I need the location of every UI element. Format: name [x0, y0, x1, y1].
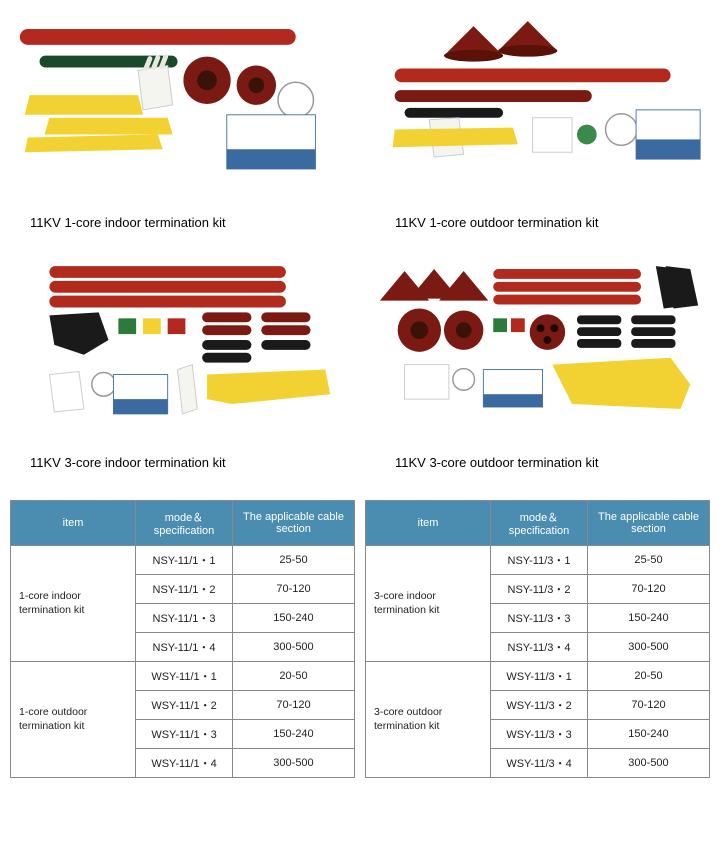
table-row: 3-core indoor termination kitNSY-11/3・12… [366, 546, 710, 575]
spec-tables-row: item mode＆specification The applicable c… [10, 500, 710, 778]
section-cell: 150-240 [587, 720, 709, 749]
mode-cell: NSY-11/1・4 [136, 633, 233, 662]
table-header-row: item mode＆specification The applicable c… [366, 501, 710, 546]
section-cell: 70-120 [587, 691, 709, 720]
product-3core-outdoor: 11KV 3-core outdoor termination kit [375, 250, 710, 470]
section-cell: 300-500 [232, 749, 354, 778]
mode-cell: NSY-11/3・3 [491, 604, 588, 633]
mode-cell: WSY-11/3・1 [491, 662, 588, 691]
section-cell: 25-50 [232, 546, 354, 575]
table-body-left: 1-core indoor termination kitNSY-11/1・12… [11, 546, 355, 778]
product-caption: 11KV 3-core outdoor termination kit [375, 455, 710, 470]
mode-cell: WSY-11/1・1 [136, 662, 233, 691]
product-3core-indoor: 11KV 3-core indoor termination kit [10, 250, 345, 470]
section-cell: 150-240 [587, 604, 709, 633]
section-cell: 20-50 [232, 662, 354, 691]
item-cell: 3-core indoor termination kit [366, 546, 491, 662]
products-grid: 11KV 1-core indoor termination kit 11KV … [10, 10, 710, 470]
spec-table-left: item mode＆specification The applicable c… [10, 500, 355, 778]
product-1core-indoor: 11KV 1-core indoor termination kit [10, 10, 345, 230]
product-1core-outdoor: 11KV 1-core outdoor termination kit [375, 10, 710, 230]
mode-cell: WSY-11/3・4 [491, 749, 588, 778]
col-mode: mode＆specification [136, 501, 233, 546]
mode-cell: WSY-11/1・3 [136, 720, 233, 749]
item-cell: 1-core outdoor termination kit [11, 662, 136, 778]
spec-table-right: item mode＆specification The applicable c… [365, 500, 710, 778]
mode-cell: NSY-11/1・3 [136, 604, 233, 633]
kit-illustration-icon [10, 250, 345, 430]
product-image [375, 10, 710, 190]
mode-cell: WSY-11/1・2 [136, 691, 233, 720]
kit-illustration-icon [10, 10, 345, 190]
mode-cell: NSY-11/3・2 [491, 575, 588, 604]
col-item: item [11, 501, 136, 546]
col-item: item [366, 501, 491, 546]
section-cell: 70-120 [232, 575, 354, 604]
section-cell: 70-120 [587, 575, 709, 604]
product-caption: 11KV 1-core indoor termination kit [10, 215, 345, 230]
table-header-row: item mode＆specification The applicable c… [11, 501, 355, 546]
section-cell: 150-240 [232, 604, 354, 633]
section-cell: 300-500 [232, 633, 354, 662]
product-image [10, 250, 345, 430]
section-cell: 300-500 [587, 749, 709, 778]
section-cell: 20-50 [587, 662, 709, 691]
col-section: The applicable cable section [587, 501, 709, 546]
section-cell: 25-50 [587, 546, 709, 575]
table-row: 1-core indoor termination kitNSY-11/1・12… [11, 546, 355, 575]
section-cell: 300-500 [587, 633, 709, 662]
section-cell: 70-120 [232, 691, 354, 720]
table-row: 1-core outdoor termination kitWSY-11/1・1… [11, 662, 355, 691]
mode-cell: WSY-11/3・2 [491, 691, 588, 720]
table-row: 3-core outdoor termination kitWSY-11/3・1… [366, 662, 710, 691]
mode-cell: NSY-11/3・4 [491, 633, 588, 662]
mode-cell: WSY-11/1・4 [136, 749, 233, 778]
mode-cell: WSY-11/3・3 [491, 720, 588, 749]
section-cell: 150-240 [232, 720, 354, 749]
table-body-right: 3-core indoor termination kitNSY-11/3・12… [366, 546, 710, 778]
kit-illustration-icon [375, 250, 710, 430]
product-image [10, 10, 345, 190]
col-section: The applicable cable section [232, 501, 354, 546]
product-caption: 11KV 3-core indoor termination kit [10, 455, 345, 470]
mode-cell: NSY-11/1・2 [136, 575, 233, 604]
mode-cell: NSY-11/3・1 [491, 546, 588, 575]
mode-cell: NSY-11/1・1 [136, 546, 233, 575]
kit-illustration-icon [375, 10, 710, 190]
product-image [375, 250, 710, 430]
product-caption: 11KV 1-core outdoor termination kit [375, 215, 710, 230]
item-cell: 1-core indoor termination kit [11, 546, 136, 662]
col-mode: mode＆specification [491, 501, 588, 546]
item-cell: 3-core outdoor termination kit [366, 662, 491, 778]
